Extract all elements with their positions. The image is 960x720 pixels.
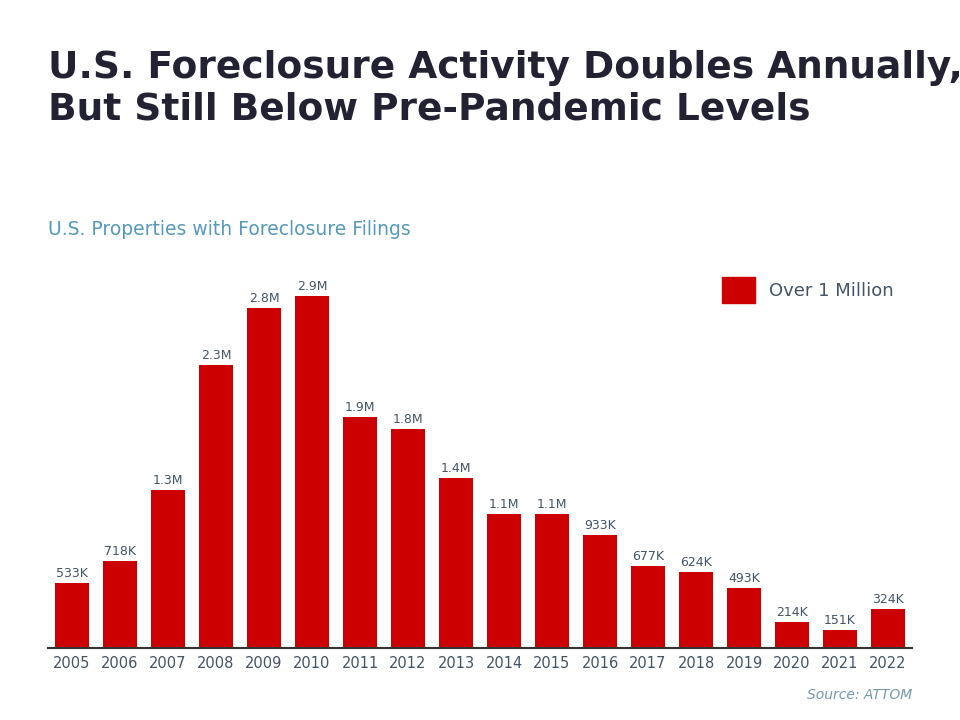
Bar: [727, 588, 761, 648]
Bar: [295, 296, 329, 648]
Bar: [631, 566, 665, 648]
Bar: [343, 417, 377, 648]
Legend: Over 1 Million: Over 1 Million: [713, 269, 903, 312]
Bar: [823, 630, 857, 648]
Bar: [487, 514, 521, 648]
Text: U.S. Properties with Foreclosure Filings: U.S. Properties with Foreclosure Filings: [48, 220, 411, 238]
Bar: [775, 622, 809, 648]
Text: 2.3M: 2.3M: [201, 349, 231, 362]
Text: U.S. Foreclosure Activity Doubles Annually,
But Still Below Pre-Pandemic Levels: U.S. Foreclosure Activity Doubles Annual…: [48, 50, 960, 128]
Bar: [55, 583, 89, 648]
Text: 1.9M: 1.9M: [345, 401, 375, 414]
Text: 2.8M: 2.8M: [249, 292, 279, 305]
Text: Source: ATTOM: Source: ATTOM: [806, 688, 912, 702]
Text: 324K: 324K: [872, 593, 904, 606]
Text: 493K: 493K: [728, 572, 760, 585]
Text: 1.1M: 1.1M: [489, 498, 519, 511]
Text: 933K: 933K: [584, 518, 616, 531]
Bar: [151, 490, 185, 648]
Text: 1.1M: 1.1M: [537, 498, 567, 511]
Text: 1.3M: 1.3M: [153, 474, 183, 487]
Bar: [535, 514, 569, 648]
Bar: [583, 535, 617, 648]
Bar: [247, 307, 281, 648]
Text: 624K: 624K: [680, 556, 712, 569]
Bar: [439, 478, 473, 648]
Bar: [103, 561, 137, 648]
Text: 151K: 151K: [824, 613, 856, 626]
Text: 1.4M: 1.4M: [441, 462, 471, 475]
Text: 718K: 718K: [104, 545, 136, 558]
Text: 214K: 214K: [776, 606, 808, 619]
Bar: [199, 365, 233, 648]
Bar: [871, 608, 905, 648]
Text: 677K: 677K: [632, 549, 664, 563]
Text: 1.8M: 1.8M: [393, 413, 423, 426]
Bar: [391, 429, 425, 648]
Text: 2.9M: 2.9M: [297, 279, 327, 292]
Bar: [679, 572, 713, 648]
Text: 533K: 533K: [56, 567, 88, 580]
